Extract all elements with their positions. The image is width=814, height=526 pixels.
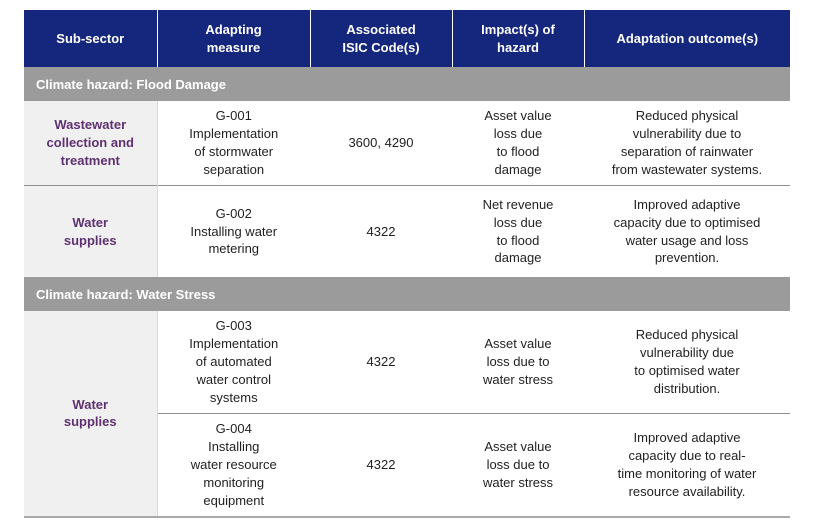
adaptation-measures-table: Sub-sector Adapting measure Associated I… bbox=[24, 10, 790, 518]
cell-impact: Asset value loss due to water stress bbox=[452, 311, 584, 414]
cell-adapting-measure: G-001 Implementation of stormwater separ… bbox=[157, 101, 310, 186]
cell-outcome: Reduced physical vulnerability due to se… bbox=[584, 101, 790, 186]
cell-isic-code: 4322 bbox=[310, 412, 452, 517]
cell-isic-code: 3600, 4290 bbox=[310, 101, 452, 186]
cell-impact: Net revenue loss due to flood damage bbox=[452, 184, 584, 278]
cell-isic-code: 4322 bbox=[310, 311, 452, 414]
cell-adapting-measure: G-002 Installing water metering bbox=[157, 184, 310, 278]
cell-sub-sector: Water supplies bbox=[24, 184, 158, 278]
cell-isic-code: 4322 bbox=[310, 184, 452, 278]
cell-sub-sector: Water supplies bbox=[24, 311, 158, 517]
table-row: Water supplies G-003 Implementation of a… bbox=[24, 311, 790, 517]
cell-impact: Asset value loss due to flood damage bbox=[452, 101, 584, 186]
header-cell-impact-of-hazard: Impact(s) of hazard bbox=[451, 10, 584, 67]
cell-outcome: Improved adaptive capacity due to optimi… bbox=[584, 184, 790, 278]
cell-sub-sector: Wastewater collection and treatment bbox=[24, 101, 158, 186]
cell-adapting-measure: G-004 Installing water resource monitori… bbox=[157, 412, 310, 517]
cell-outcome: Reduced physical vulnerability due to op… bbox=[584, 311, 790, 414]
cell-outcome: Improved adaptive capacity due to real- … bbox=[584, 412, 790, 517]
table-row: Wastewater collection and treatment G-00… bbox=[24, 101, 790, 186]
section-label: Climate hazard: Flood Damage bbox=[24, 67, 790, 101]
cell-adapting-measure: G-003 Implementation of automated water … bbox=[157, 311, 310, 414]
header-cell-adaptation-outcomes: Adaptation outcome(s) bbox=[583, 10, 790, 67]
section-row-water-stress: Climate hazard: Water Stress bbox=[24, 277, 790, 312]
table-header-row: Sub-sector Adapting measure Associated I… bbox=[24, 10, 790, 67]
section-row-flood-damage: Climate hazard: Flood Damage bbox=[24, 67, 790, 101]
header-cell-sub-sector: Sub-sector bbox=[24, 10, 157, 67]
header-cell-adapting-measure: Adapting measure bbox=[156, 10, 310, 67]
cell-impact: Asset value loss due to water stress bbox=[452, 412, 584, 517]
table-row: Water supplies G-002 Installing water me… bbox=[24, 184, 790, 278]
header-cell-isic-codes: Associated ISIC Code(s) bbox=[309, 10, 452, 67]
section-label: Climate hazard: Water Stress bbox=[24, 277, 790, 312]
table-row: G-004 Installing water resource monitori… bbox=[24, 412, 790, 517]
